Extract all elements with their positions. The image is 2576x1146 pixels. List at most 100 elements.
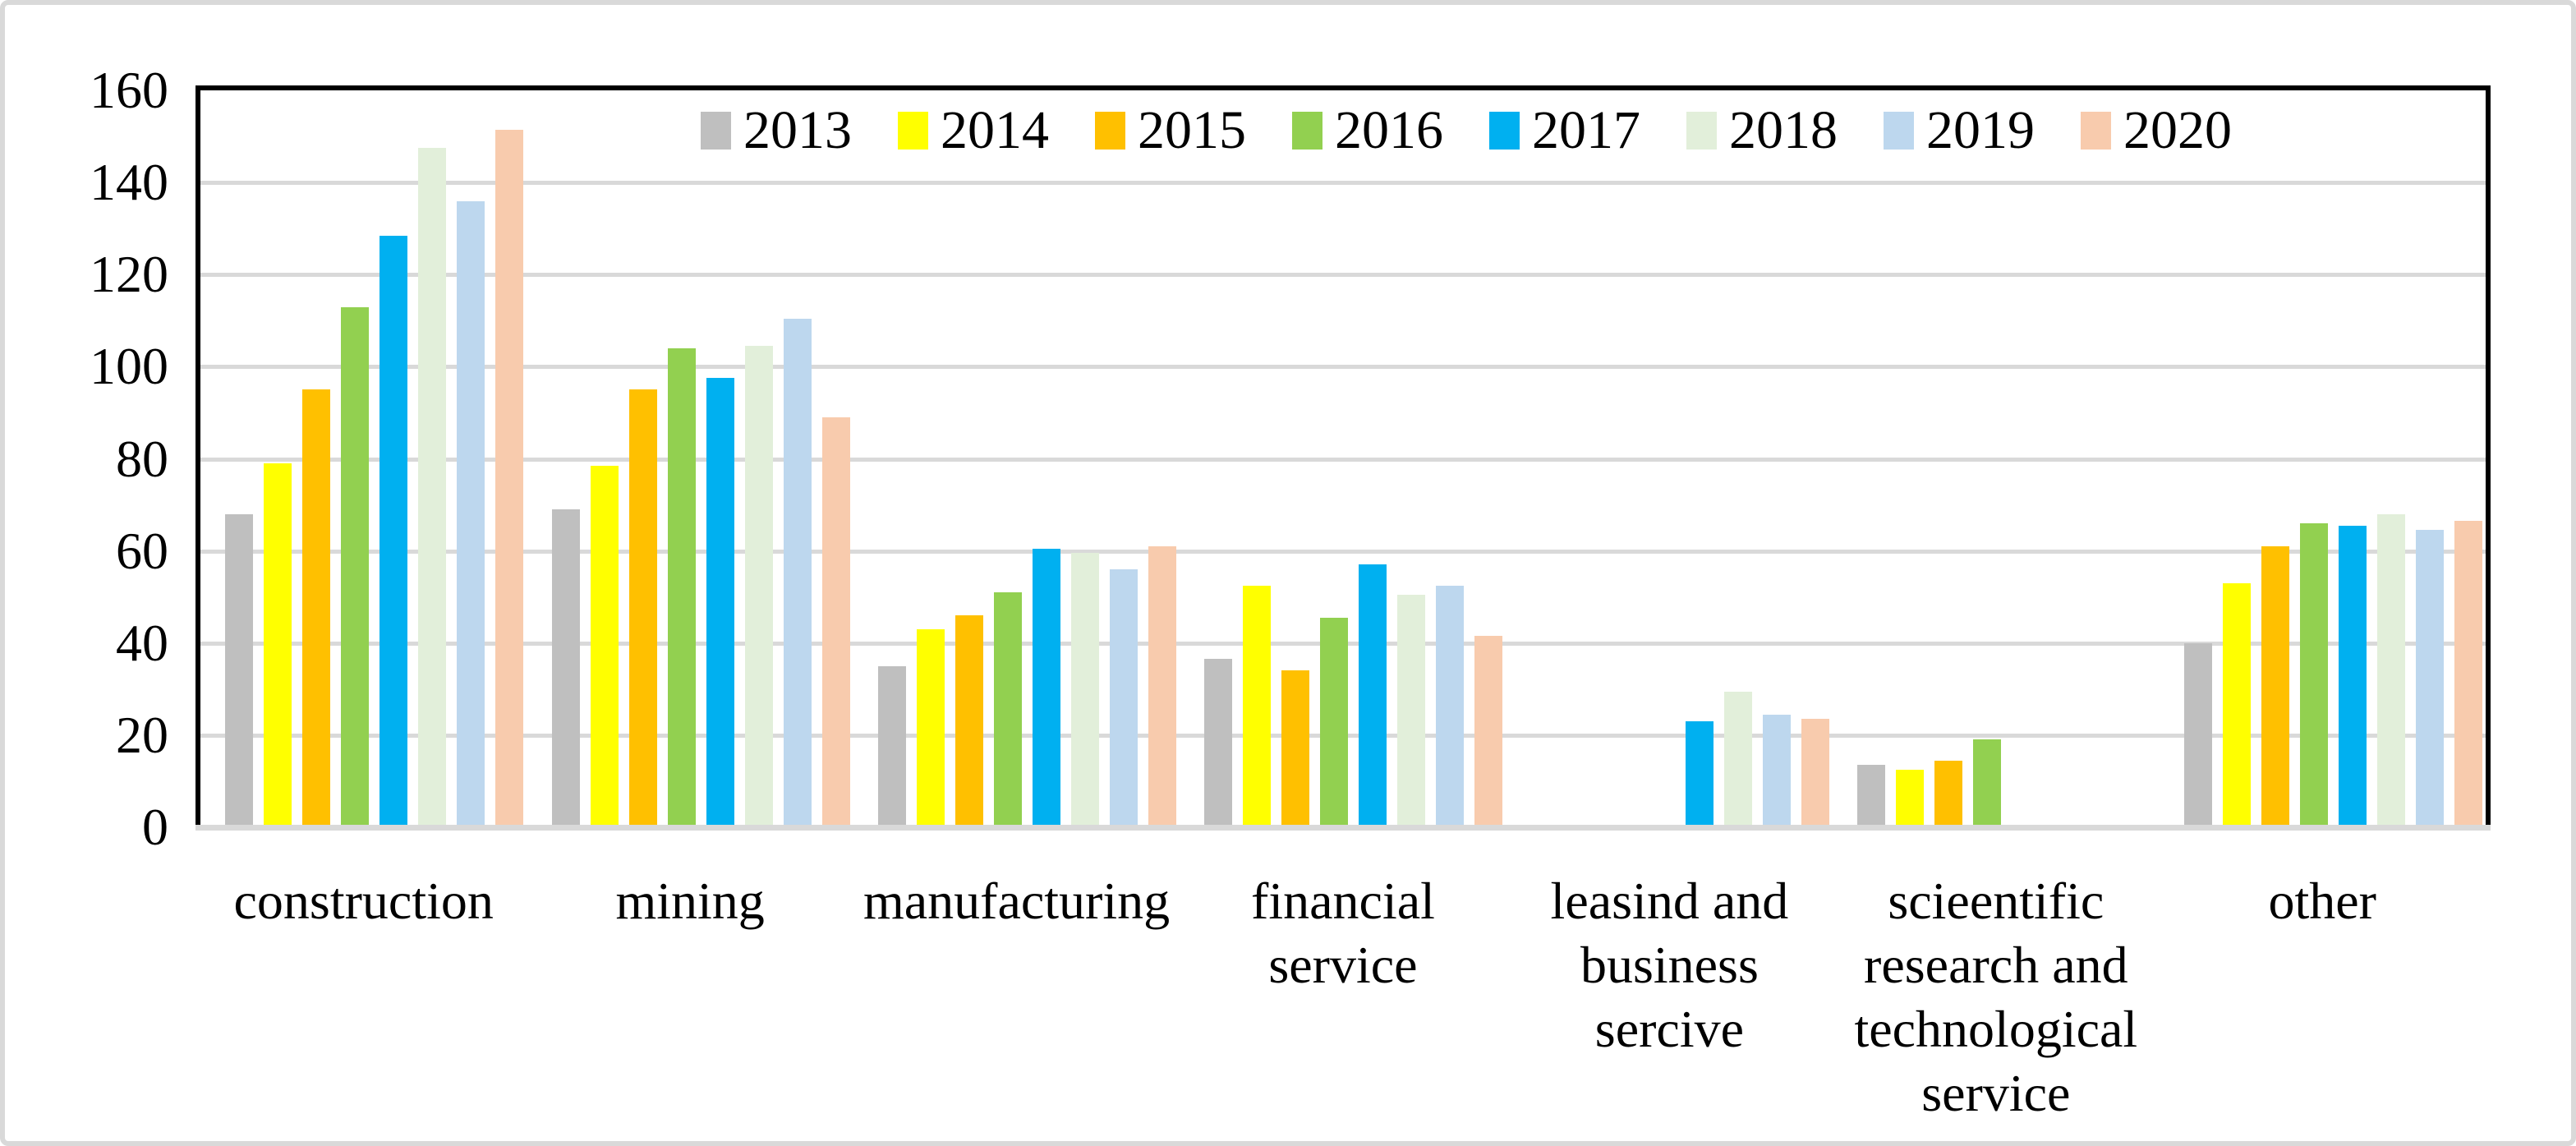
bar-2019-leasind-and-business-sercive	[1762, 714, 1791, 827]
bar-2020-mining	[821, 417, 850, 827]
bar-2016-mining	[667, 347, 696, 827]
bar-2018-construction	[418, 148, 447, 827]
bar-2017-other	[2338, 525, 2367, 827]
legend-label-2019: 2019	[1926, 100, 2035, 160]
legend-item-2013: 2013	[701, 104, 852, 158]
group-mining	[527, 90, 853, 827]
category-label-manufacturing: manufacturing	[862, 872, 1171, 930]
group-other	[2160, 90, 2486, 827]
legend-swatch-2015	[1095, 112, 1125, 150]
gridline-100	[200, 365, 2486, 370]
bar-2016-other	[2299, 523, 2328, 827]
group-construction	[200, 90, 527, 827]
legend-swatch-2014	[898, 112, 928, 150]
category-label-scieentific-research-and-technological-service: scieentific research and technological s…	[1854, 872, 2138, 1123]
bar-2016-scieentific-research-and-technological-service	[1973, 739, 2002, 827]
bar-2020-manufacturing	[1148, 546, 1177, 827]
bar-2019-financial-service	[1436, 585, 1465, 827]
bar-2014-financial-service	[1243, 585, 1272, 827]
bar-2017-mining	[706, 378, 734, 827]
legend-label-2013: 2013	[743, 100, 852, 160]
bar-2020-financial-service	[1474, 636, 1503, 827]
bar-2020-other	[2454, 521, 2482, 827]
plot-area: 2013 2014 2015 2016 2017 2018 2019 2020	[196, 85, 2491, 831]
bar-2014-mining	[590, 465, 619, 827]
legend-item-2015: 2015	[1095, 104, 1246, 158]
bar-2016-construction	[341, 306, 370, 827]
legend-swatch-2016	[1292, 112, 1322, 150]
group-manufacturing	[853, 90, 1180, 827]
gridline-140	[200, 181, 2486, 186]
bar-2017-construction	[380, 235, 408, 827]
plot-border-top	[196, 85, 2491, 90]
bar-2015-mining	[628, 389, 657, 827]
bar-2015-manufacturing	[955, 615, 984, 827]
bar-2015-financial-service	[1281, 670, 1310, 827]
bar-2017-leasind-and-business-sercive	[1685, 721, 1714, 827]
bar-2013-financial-service	[1204, 659, 1233, 827]
legend-item-2014: 2014	[898, 104, 1049, 158]
y-tick-label-80: 80	[116, 429, 168, 488]
bar-2013-manufacturing	[878, 665, 907, 827]
y-tick-label-120: 120	[90, 245, 168, 304]
legend-label-2020: 2020	[2123, 100, 2232, 160]
bar-2016-financial-service	[1320, 617, 1349, 827]
category-axis-labels: construction mining manufacturing financial…	[200, 869, 2486, 1125]
legend-swatch-2018	[1686, 112, 1717, 150]
legend: 2013 2014 2015 2016 2017 2018 2019 2020	[200, 104, 2486, 158]
legend-swatch-2019	[1884, 112, 1914, 150]
legend-item-2018: 2018	[1686, 104, 1838, 158]
bar-2014-scieentific-research-and-technological-service	[1896, 769, 1925, 827]
bar-2015-construction	[302, 389, 331, 827]
legend-item-2020: 2020	[2081, 104, 2232, 158]
bar-2014-manufacturing	[917, 628, 945, 827]
legend-item-2017: 2017	[1489, 104, 1640, 158]
legend-item-2019: 2019	[1884, 104, 2035, 158]
bar-2018-other	[2376, 513, 2405, 827]
bar-2016-manufacturing	[994, 592, 1023, 827]
legend-swatch-2017	[1489, 112, 1520, 150]
bar-2019-manufacturing	[1110, 569, 1138, 827]
group-scieentific-research-and-technological-service	[1833, 90, 2159, 827]
bar-2020-leasind-and-business-sercive	[1801, 719, 1829, 827]
category-label-leasind-and-business-sercive: leasind and business sercive	[1550, 872, 1789, 1059]
bar-2018-manufacturing	[1071, 553, 1100, 827]
bar-groups	[200, 90, 2486, 827]
category-label-other: other	[2268, 872, 2376, 930]
legend-label-2017: 2017	[1532, 100, 1640, 160]
bar-2020-construction	[495, 129, 524, 827]
bar-2013-construction	[225, 513, 254, 827]
legend-item-2016: 2016	[1292, 104, 1443, 158]
y-tick-label-0: 0	[142, 798, 168, 856]
bar-2013-scieentific-research-and-technological-service	[1857, 765, 1886, 827]
y-tick-label-60: 60	[116, 521, 168, 580]
category-label-mining: mining	[615, 872, 765, 930]
bar-2013-other	[2183, 642, 2212, 827]
legend-swatch-2020	[2081, 112, 2111, 150]
gridline-120	[200, 273, 2486, 278]
y-tick-label-100: 100	[90, 337, 168, 396]
y-axis-line	[196, 85, 200, 827]
y-tick-label-140: 140	[90, 153, 168, 212]
category-label-construction: construction	[233, 872, 494, 930]
bar-2018-mining	[744, 346, 773, 827]
bar-2017-financial-service	[1359, 564, 1387, 827]
legend-swatch-2013	[701, 112, 731, 150]
bar-2018-financial-service	[1397, 594, 1426, 827]
bar-2017-manufacturing	[1033, 548, 1061, 827]
bar-2019-construction	[457, 200, 485, 827]
legend-label-2016: 2016	[1335, 100, 1443, 160]
gridline-80	[200, 457, 2486, 462]
bar-2014-construction	[264, 463, 292, 827]
legend-label-2018: 2018	[1729, 100, 1838, 160]
legend-label-2014: 2014	[941, 100, 1049, 160]
group-financial-service	[1180, 90, 1506, 827]
legend-label-2015: 2015	[1138, 100, 1246, 160]
bar-2015-other	[2261, 546, 2289, 827]
x-axis-line	[196, 825, 2491, 831]
y-tick-label-160: 160	[90, 61, 168, 119]
gridline-60	[200, 549, 2486, 554]
bar-2014-other	[2222, 582, 2251, 827]
bar-2015-scieentific-research-and-technological-service	[1934, 760, 1963, 827]
